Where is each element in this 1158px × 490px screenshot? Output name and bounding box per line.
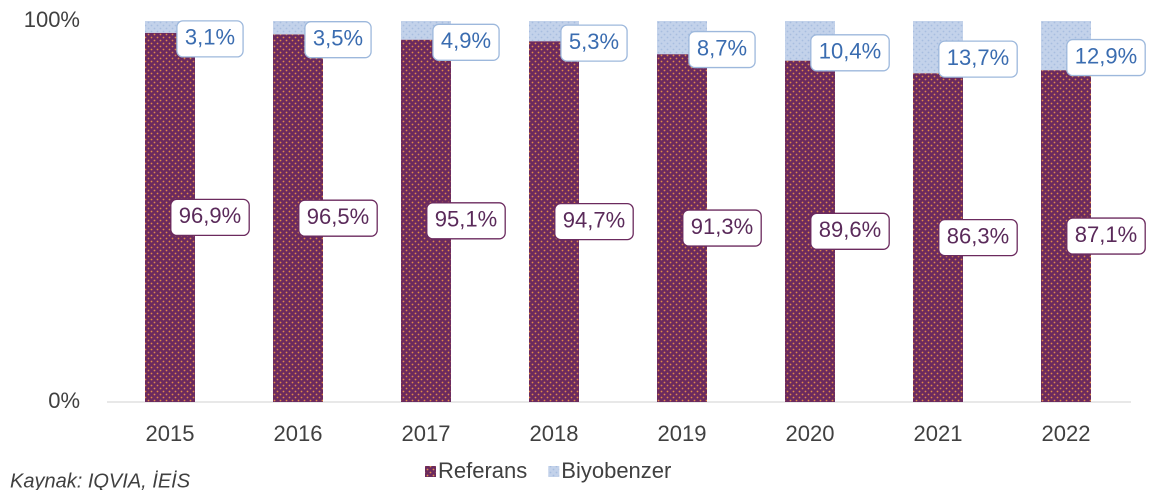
data-label-box [810,212,890,250]
data-label: 12,9% [1075,43,1137,68]
data-label: 96,5% [307,204,369,229]
data-label-box [1066,217,1146,255]
x-tick-label: 2022 [1042,421,1091,446]
data-label: 86,3% [947,223,1009,248]
data-label-box [560,24,628,62]
y-tick-label: 0% [48,388,80,413]
x-tick-label: 2015 [146,421,195,446]
bar-segment [145,21,195,33]
data-label: 87,1% [1075,222,1137,247]
y-tick-label: 100% [24,7,80,32]
x-tick-label: 2019 [658,421,707,446]
data-label-box [304,21,372,59]
data-label: 96,9% [179,203,241,228]
data-label: 94,7% [563,207,625,232]
data-label-box [170,198,250,237]
data-label-box [432,23,500,61]
data-label-box [938,218,1018,257]
data-label-box [554,202,634,241]
source: Kaynak: IQVIA, İEİS [10,470,191,490]
x-tick-label: 2021 [914,421,963,446]
data-label-box [938,40,1018,78]
data-label: 4,9% [441,28,491,53]
data-label: 95,1% [435,207,497,232]
legend-marker [425,466,436,477]
data-label: 89,6% [819,217,881,242]
legend-label: Biyobenzer [561,458,671,483]
data-label-box [1066,38,1146,77]
x-tick-label: 2020 [786,421,835,446]
data-label: 10,4% [819,39,881,64]
data-label-box [810,34,890,72]
x-tick-label: 2016 [274,421,323,446]
data-label: 13,7% [947,45,1009,70]
x-tick-label: 2017 [402,421,451,446]
data-label: 3,1% [185,25,235,50]
data-label-box [688,30,756,69]
data-label-box [176,20,244,58]
data-label-box [682,209,762,247]
data-label-box [298,199,378,237]
data-label: 8,7% [697,35,747,60]
legend-marker [548,466,560,477]
data-label: 91,3% [691,214,753,239]
data-label: 5,3% [569,29,619,54]
data-label: 3,5% [313,25,363,50]
legend-label: Referans [438,458,527,483]
x-tick-label: 2018 [530,421,579,446]
data-label-box [426,202,506,240]
